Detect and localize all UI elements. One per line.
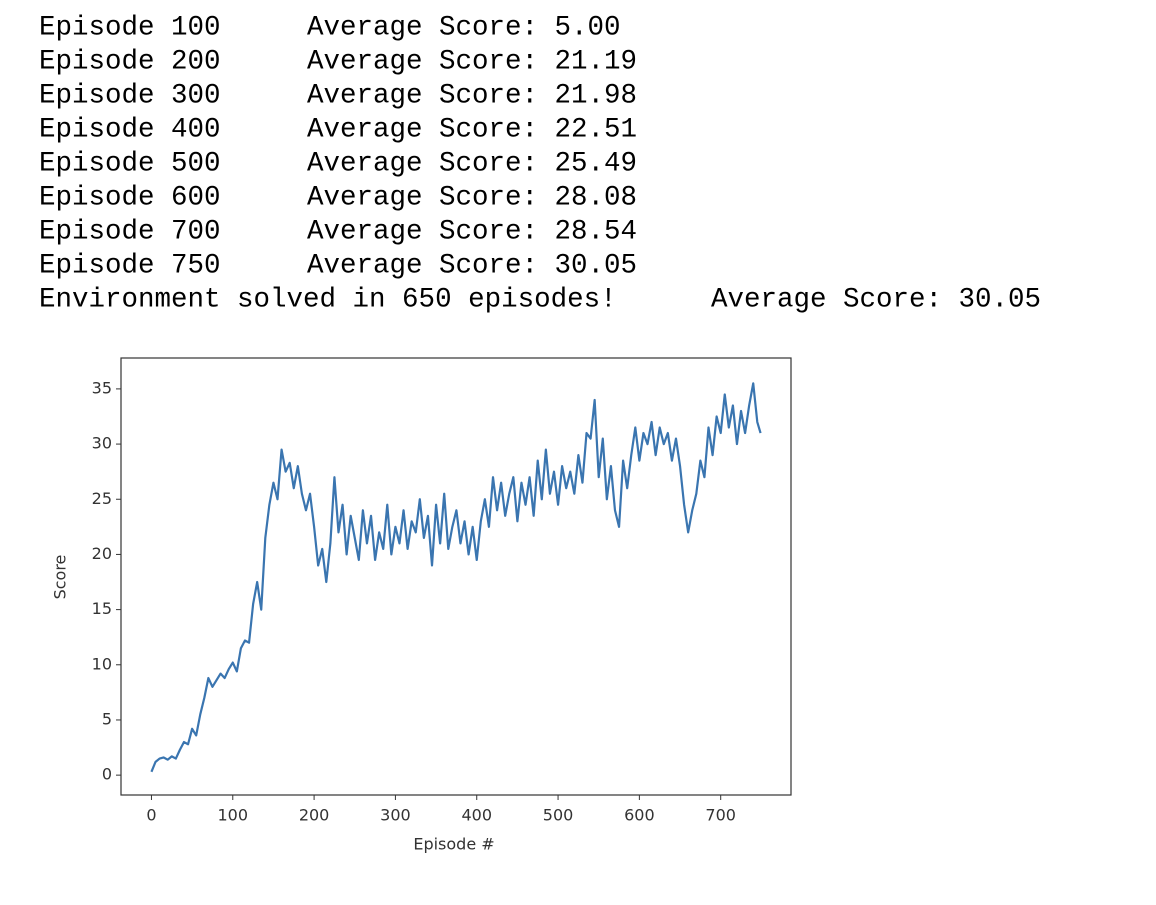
y-tick-label: 30 bbox=[92, 434, 112, 453]
y-tick-label: 10 bbox=[92, 654, 112, 673]
y-axis-label: Score bbox=[51, 555, 70, 600]
log-episode: Episode 700 bbox=[39, 216, 221, 247]
score-line bbox=[150, 382, 762, 773]
x-tick-label: 0 bbox=[146, 806, 156, 825]
log-episode: Episode 500 bbox=[39, 148, 221, 179]
log-score: Average Score: 28.08 bbox=[307, 182, 637, 213]
x-tick-label: 400 bbox=[461, 806, 492, 825]
x-tick-label: 300 bbox=[380, 806, 411, 825]
y-tick-label: 35 bbox=[92, 378, 112, 397]
solved-score: Average Score: 30.05 bbox=[711, 284, 1041, 315]
x-tick-label: 600 bbox=[624, 806, 655, 825]
log-episode: Episode 200 bbox=[39, 46, 221, 77]
x-axis-label: Episode # bbox=[413, 835, 494, 854]
log-score: Average Score: 21.98 bbox=[307, 80, 637, 111]
y-tick-label: 25 bbox=[92, 489, 112, 508]
log-episode: Episode 100 bbox=[39, 12, 221, 43]
y-tick-label: 5 bbox=[102, 709, 112, 728]
solved-message: Environment solved in 650 episodes! bbox=[39, 284, 617, 315]
log-episode: Episode 400 bbox=[39, 114, 221, 145]
x-tick-label: 500 bbox=[543, 806, 574, 825]
log-score: Average Score: 28.54 bbox=[307, 216, 637, 247]
x-tick-label: 100 bbox=[218, 806, 249, 825]
log-episode: Episode 300 bbox=[39, 80, 221, 111]
y-tick-label: 15 bbox=[92, 599, 112, 618]
log-episode: Episode 600 bbox=[39, 182, 221, 213]
log-score: Average Score: 5.00 bbox=[307, 12, 621, 43]
y-tick-label: 0 bbox=[102, 765, 112, 784]
plot-frame bbox=[120, 357, 792, 796]
log-score: Average Score: 22.51 bbox=[307, 114, 637, 145]
y-tick-label: 20 bbox=[92, 544, 112, 563]
log-score: Average Score: 30.05 bbox=[307, 250, 637, 281]
x-tick-label: 700 bbox=[705, 806, 736, 825]
x-tick-label: 200 bbox=[299, 806, 330, 825]
log-score: Average Score: 21.19 bbox=[307, 46, 637, 77]
log-score: Average Score: 25.49 bbox=[307, 148, 637, 179]
log-episode: Episode 750 bbox=[39, 250, 221, 281]
